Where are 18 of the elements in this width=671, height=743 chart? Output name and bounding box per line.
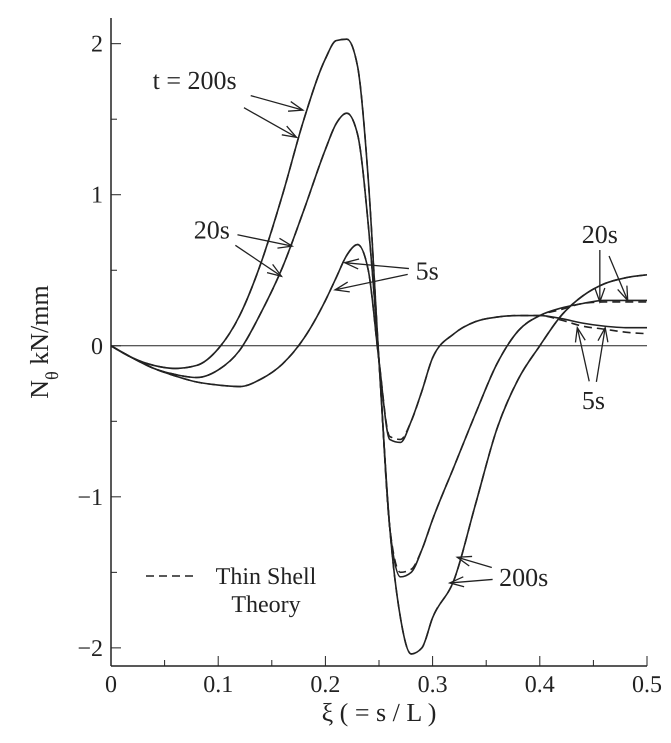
x-axis-title: ξ ( = s / L ): [322, 698, 436, 727]
annotation: 5s: [582, 386, 605, 416]
annotation: 20s: [582, 220, 618, 249]
y-tick-label: −2: [77, 636, 103, 662]
annotation: 200s: [499, 562, 548, 592]
x-tick-label: 0.1: [203, 672, 234, 698]
y-tick-label: 0: [91, 334, 103, 360]
x-tick-label: 0.2: [310, 672, 340, 698]
y-tick-label: 2: [91, 32, 103, 58]
y-tick-label: −1: [77, 484, 103, 511]
y-tick-label: 1: [91, 182, 103, 209]
annotation: 5s: [416, 256, 439, 286]
legend-label: Thin Shell Theory: [216, 564, 317, 618]
x-tick-label: 0.3: [418, 672, 448, 698]
x-tick-label: 0.4: [524, 672, 555, 698]
annotation: t = 200s: [152, 66, 237, 95]
annotation: 20s: [194, 215, 230, 244]
x-tick-label: 0.5: [632, 672, 662, 698]
